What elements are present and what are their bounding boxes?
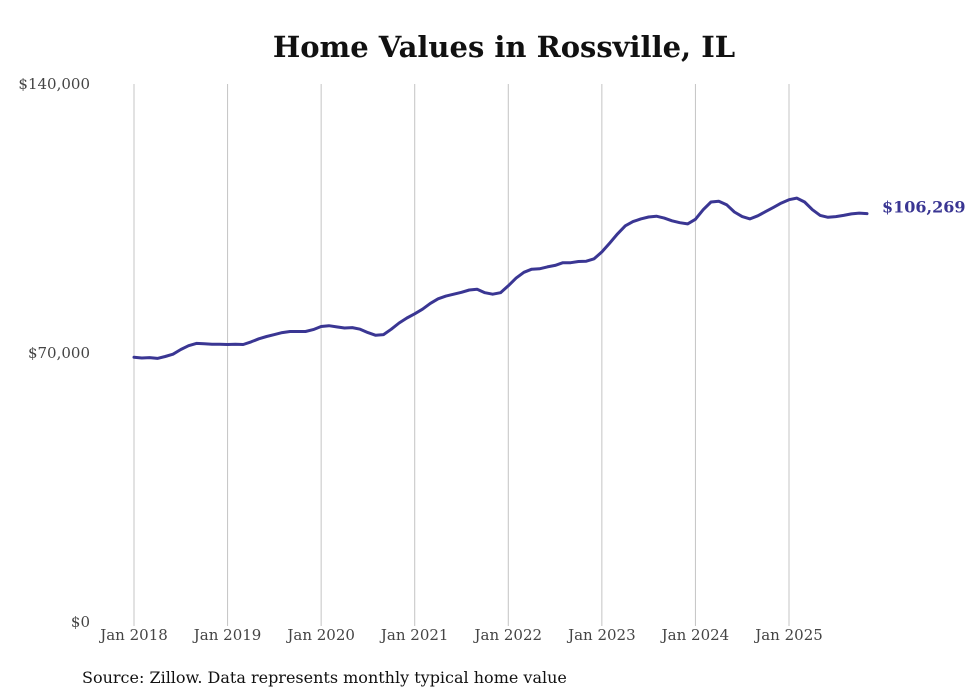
- home-value-series-line: [132, 196, 869, 360]
- x-axis-tick-labels: Jan 2018 Jan 2019 Jan 2020 Jan 2021 Jan 2022…: [98, 626, 823, 644]
- x-tick-label: Jan 2021: [379, 626, 449, 644]
- chart-title: Home Values in Rossville, IL: [272, 30, 736, 64]
- x-tick-label: Jan 2022: [473, 626, 543, 644]
- x-tick-label: Jan 2023: [566, 626, 636, 644]
- x-tick-label: Jan 2018: [98, 626, 168, 644]
- x-tick-label: Jan 2024: [660, 626, 730, 644]
- y-tick-label: $0: [71, 613, 90, 631]
- source-note: Source: Zillow. Data represents monthly …: [82, 668, 567, 687]
- y-tick-label: $140,000: [18, 75, 90, 93]
- vertical-gridlines: [133, 84, 790, 626]
- y-axis-tick-labels: $0 $70,000 $140,000: [18, 75, 90, 631]
- latest-value-label: $106,269: [882, 198, 966, 217]
- x-tick-label: Jan 2019: [192, 626, 262, 644]
- x-tick-label: Jan 2020: [285, 626, 355, 644]
- y-tick-label: $70,000: [28, 344, 90, 362]
- x-tick-label: Jan 2025: [753, 626, 823, 644]
